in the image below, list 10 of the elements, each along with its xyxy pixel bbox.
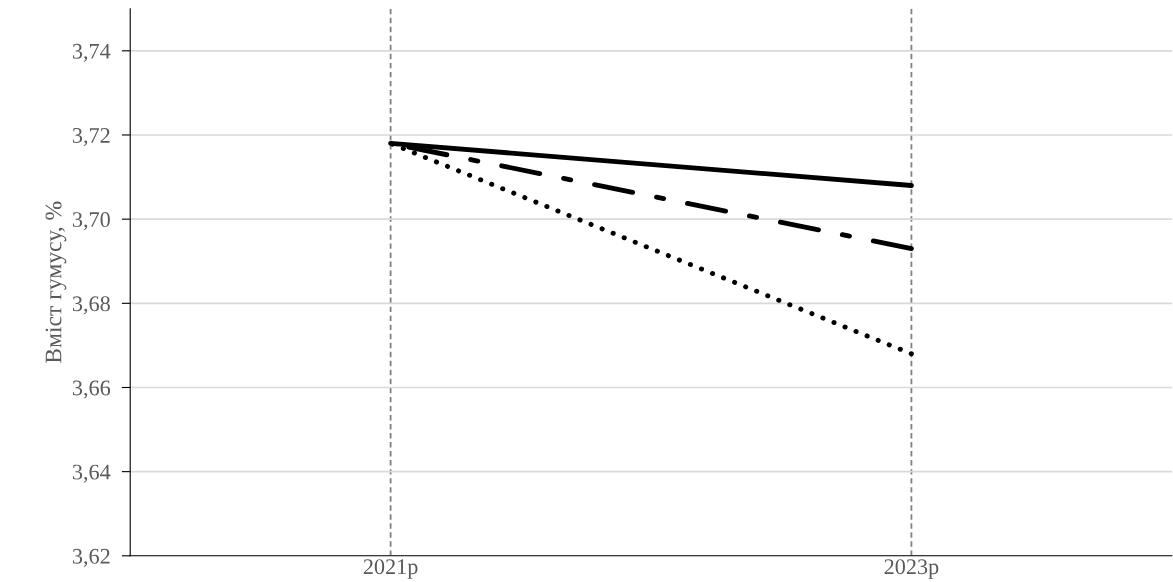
y-tick-label: 3,68 (72, 296, 110, 315)
y-tick-label: 3,70 (72, 212, 110, 231)
y-tick-label: 3,62 (72, 548, 110, 567)
y-tick-label: 3,64 (72, 464, 111, 483)
y-axis-title: Вміст гумусу, % (45, 201, 67, 364)
y-tick-label: 3,66 (72, 380, 111, 399)
y-tick-label: 3,74 (72, 43, 111, 62)
y-tick-label: 3,72 (72, 127, 110, 147)
x-tick-label: 2023р (884, 559, 939, 579)
x-tick-label: 2021р (363, 559, 418, 579)
